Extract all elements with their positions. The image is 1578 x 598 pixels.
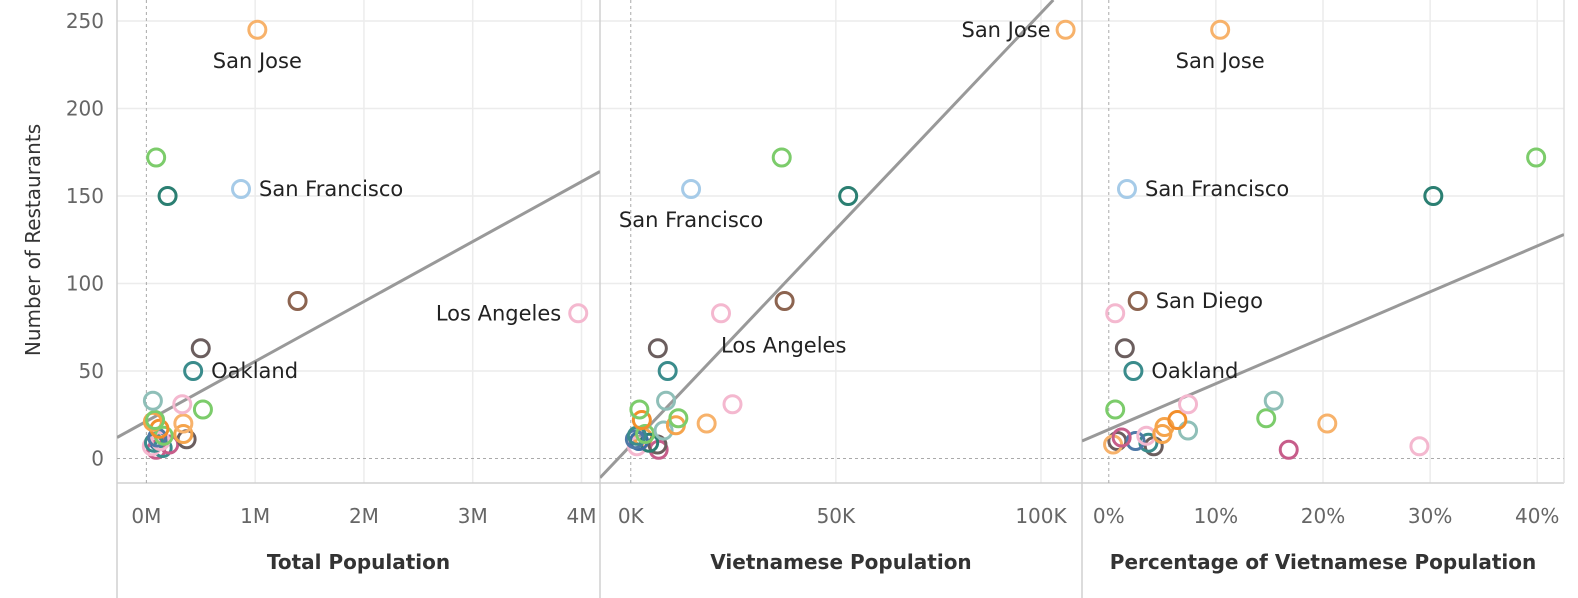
x-axis-title: Vietnamese Population: [710, 550, 971, 574]
x-tick-label: 100K: [1015, 504, 1067, 528]
data-point: [1423, 186, 1444, 206]
data-point: [1114, 338, 1135, 359]
x-tick-label: 0K: [618, 504, 645, 528]
data-point: [711, 303, 732, 324]
x-tick-label: 50K: [817, 504, 856, 528]
point-label: Oakland: [211, 359, 298, 383]
data-point: [173, 424, 194, 444]
panel-frames: [116, 0, 1565, 598]
data-point: [656, 390, 677, 411]
x-tick-label: 0%: [1093, 504, 1125, 528]
data-point: [1111, 427, 1132, 448]
x-tick-label: 10%: [1194, 504, 1238, 528]
data-point: [173, 413, 194, 434]
data-point: [247, 19, 268, 40]
point-label: San Diego: [1156, 289, 1263, 313]
data-point: [722, 394, 743, 415]
data-point: [1105, 303, 1126, 324]
point-label: San Francisco: [619, 208, 763, 232]
data-point: [681, 179, 702, 199]
data-point: [1317, 413, 1338, 434]
point-label: Los Angeles: [436, 301, 561, 325]
x-axis-title: Percentage of Vietnamese Population: [1110, 550, 1536, 574]
axes: 0 50 100 150 200 250 0M 1M 2M 3M 4M Total Populatio…: [66, 9, 1560, 574]
data-point: [774, 291, 795, 311]
data-point: [668, 408, 689, 429]
data-point: [146, 147, 167, 168]
data-point: [653, 420, 674, 441]
data-point: [142, 390, 163, 411]
x-tick-label: 40%: [1515, 504, 1559, 528]
y-tick-label: 100: [66, 272, 104, 296]
data-point: [1278, 439, 1299, 460]
x-tick-label: 2M: [349, 504, 379, 528]
data-point: [1127, 291, 1148, 311]
y-tick-label: 250: [66, 9, 104, 33]
point-label: San Jose: [213, 49, 302, 73]
data-point: [1123, 361, 1144, 381]
data-point: [1105, 399, 1126, 420]
point-label: Los Angeles: [721, 333, 846, 357]
data-point: [629, 399, 650, 420]
data-point: [647, 338, 668, 359]
data-point: [172, 394, 193, 415]
point-label: San Jose: [961, 18, 1050, 42]
trend-line: [117, 170, 600, 439]
grid: [117, 0, 1564, 483]
x-axis-title: Total Population: [267, 550, 450, 574]
y-tick-label: 0: [91, 447, 104, 471]
x-tick-label: 30%: [1408, 504, 1452, 528]
y-tick-label: 200: [66, 97, 104, 121]
data-point: [231, 179, 252, 199]
data-point: [838, 186, 859, 206]
data-point: [1178, 420, 1199, 441]
data-point: [696, 413, 717, 434]
data-point: [635, 424, 656, 444]
trend-line: [1082, 233, 1564, 443]
data-point: [1409, 436, 1430, 457]
data-point: [771, 147, 792, 168]
trend-line: [600, 0, 1055, 479]
data-points: [141, 19, 1547, 460]
point-label: Oakland: [1151, 359, 1238, 383]
data-point: [1167, 410, 1188, 430]
data-point: [192, 399, 213, 420]
x-tick-label: 20%: [1301, 504, 1345, 528]
trend-lines: [117, 0, 1564, 479]
y-tick-label: 50: [79, 359, 104, 383]
y-tick-label: 150: [66, 184, 104, 208]
data-point: [1256, 408, 1277, 429]
data-point: [1210, 19, 1231, 40]
data-point: [1116, 179, 1137, 199]
data-point: [190, 338, 211, 359]
point-label: San Jose: [1176, 49, 1265, 73]
point-label: San Francisco: [259, 177, 403, 201]
data-point: [1055, 19, 1076, 40]
point-label: San Francisco: [1145, 177, 1289, 201]
data-point: [287, 291, 308, 311]
data-point: [568, 303, 589, 324]
data-point: [1263, 390, 1284, 411]
data-point: [145, 410, 166, 430]
data-point: [183, 361, 204, 381]
data-point: [631, 410, 652, 430]
x-tick-label: 1M: [240, 504, 270, 528]
y-axis-title: Number of Restaurants: [21, 124, 45, 356]
x-tick-label: 4M: [567, 504, 597, 528]
x-tick-label: 3M: [458, 504, 488, 528]
data-point: [1526, 147, 1547, 168]
data-point: [1178, 394, 1199, 415]
point-labels: San Jose San Francisco Los Angeles Oakland S…: [211, 18, 1289, 383]
data-point: [157, 186, 178, 206]
data-point: [1125, 431, 1146, 451]
data-point: [657, 361, 678, 381]
zero-reference-lines: [117, 0, 1564, 483]
x-tick-label: 0M: [131, 504, 161, 528]
